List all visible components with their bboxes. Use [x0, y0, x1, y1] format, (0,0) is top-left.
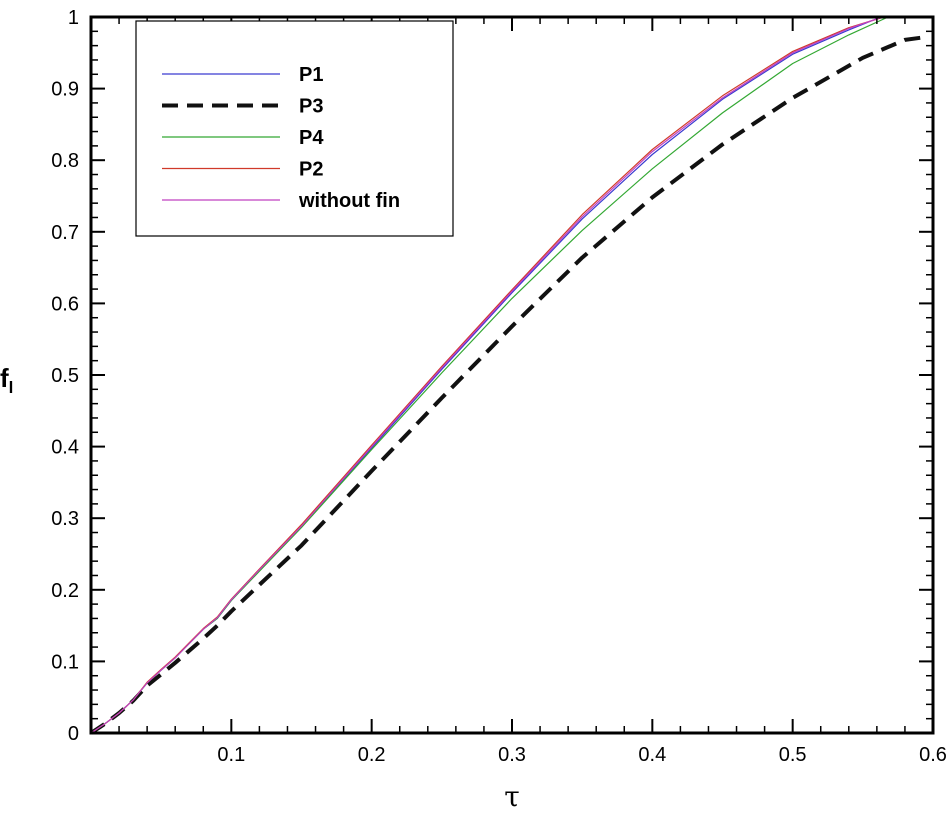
x-tick-label: 0.2 [358, 744, 386, 766]
legend-label-1: P1 [299, 64, 323, 86]
x-axis-title: τ [504, 780, 520, 813]
axes-layer: 0.1 0.2 0.3 0.4 0.5 0.6 0 0.1 0.2 0.3 0.4 0.5 0.6 0.7… [0, 7, 947, 813]
legend-label-3: P4 [299, 127, 324, 149]
y-tick-label: 0.8 [51, 150, 79, 172]
legend-label-2: P3 [299, 96, 323, 118]
series-line-5 [90, 16, 883, 734]
y-tick-label: 1 [68, 7, 79, 29]
y-axis-title-subscript: l [9, 378, 14, 397]
legend-label-5: without fin [298, 190, 400, 212]
y-tick-label: 0.1 [51, 651, 79, 673]
y-axis-title: fl [0, 363, 13, 397]
y-tick-label: 0.9 [51, 79, 79, 101]
series-layer [89, 16, 927, 735]
y-tick-label: 0.6 [51, 293, 79, 315]
legend-label-4: P2 [299, 159, 323, 181]
x-tick-label: 0.5 [779, 744, 807, 766]
y-tick-label: 0 [68, 723, 79, 745]
y-tick-label: 0.3 [51, 508, 79, 530]
y-tick-label: 0.4 [51, 437, 79, 459]
x-tick-label: 0.6 [919, 744, 947, 766]
x-tick-label: 0.3 [498, 744, 526, 766]
legend: P1 P3 P4 P2 without fin [135, 20, 454, 237]
y-tick-label: 0.5 [51, 365, 79, 387]
x-tick-label: 0.4 [638, 744, 666, 766]
y-tick-label: 0.2 [51, 580, 79, 602]
y-tick-label: 0.7 [51, 222, 79, 244]
legend-box [135, 20, 454, 237]
x-tick-label: 0.1 [217, 744, 245, 766]
